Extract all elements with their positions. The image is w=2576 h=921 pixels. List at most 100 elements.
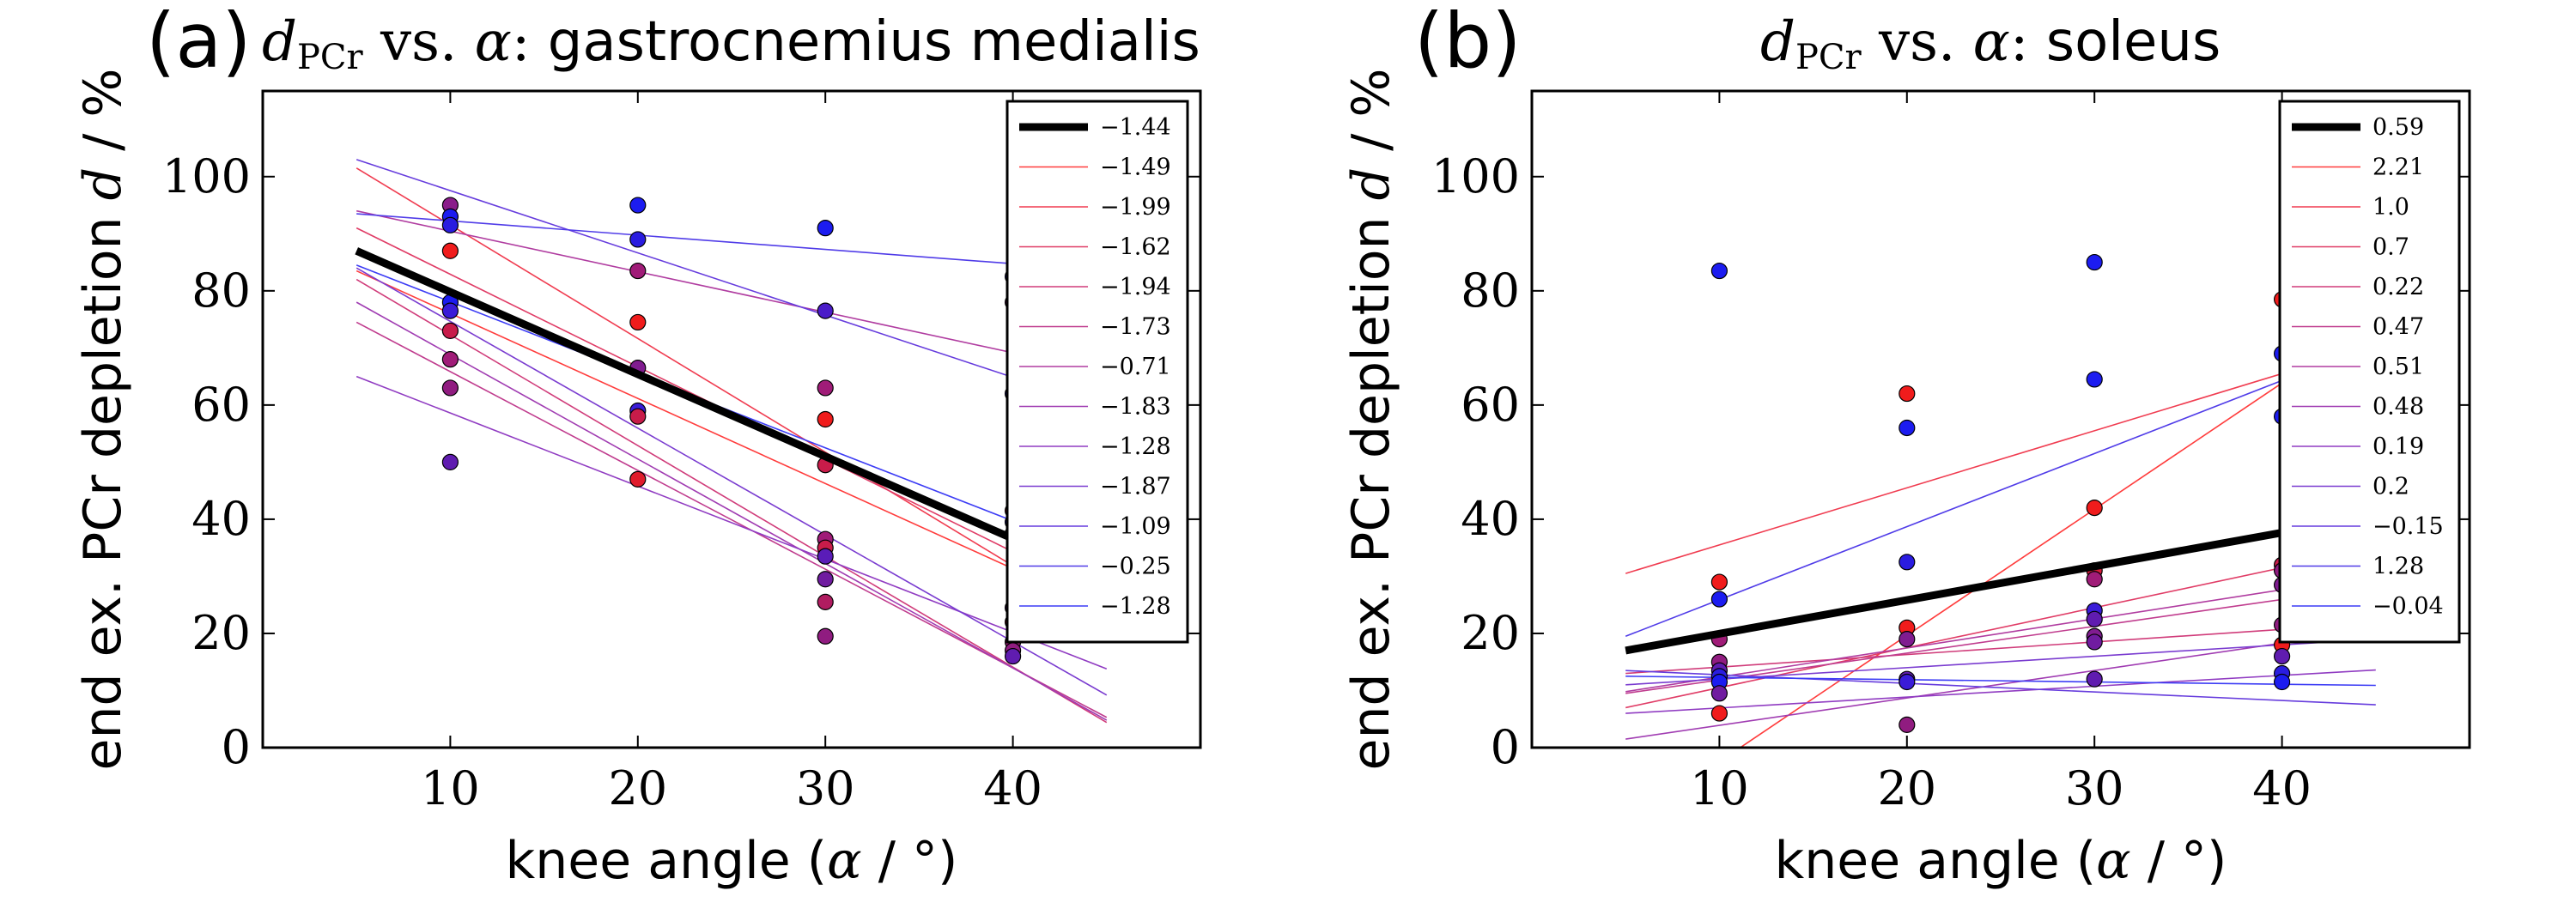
legend-label: 0.2 (2372, 474, 2409, 500)
legend-label: 0.19 (2372, 433, 2424, 460)
y-tick-label: 80 (1461, 264, 1520, 318)
data-point (629, 470, 647, 488)
data-point (441, 453, 459, 470)
y-tick-label: 80 (191, 264, 251, 318)
fit-line-2 (1625, 344, 2377, 574)
data-point (441, 379, 459, 397)
fit-line-5 (355, 321, 1108, 718)
y-tick-label: 0 (222, 720, 251, 774)
x-tick-label: 40 (2252, 761, 2312, 815)
panel-letter: (b) (1414, 0, 1522, 85)
fit-line-10 (355, 159, 1108, 409)
data-point (2086, 610, 2103, 627)
y-tick-label: 0 (1491, 720, 1520, 774)
data-point (1710, 685, 1728, 702)
legend-label: −1.62 (1100, 234, 1171, 261)
fit-line-9 (355, 267, 1108, 696)
x-tick-label: 20 (1877, 761, 1936, 815)
y-tick-label: 20 (191, 606, 251, 660)
legend-label: 0.48 (2372, 394, 2424, 421)
legend-label: 1.0 (2372, 194, 2409, 221)
data-point (2086, 500, 2103, 517)
legend-label: −1.83 (1100, 394, 1171, 421)
legend-label: 0.47 (2372, 314, 2424, 341)
data-point (1710, 591, 1728, 608)
y-tick-label: 40 (1461, 492, 1520, 546)
fit-line-5 (1625, 585, 2376, 694)
x-tick-label: 20 (608, 761, 667, 815)
fit-line-8 (1625, 669, 2376, 714)
x-axis-label: knee angle (α / °) (506, 831, 958, 891)
y-tick-label: 60 (1461, 378, 1520, 432)
data-point (1899, 631, 1916, 648)
data-point (817, 220, 834, 237)
legend-label: 0.7 (2372, 234, 2409, 261)
mean-fit-line (355, 247, 1109, 584)
fit-line-1 (355, 270, 1108, 612)
legend-label: −1.94 (1100, 274, 1171, 300)
data-point (817, 548, 834, 565)
fit-line-6 (356, 209, 1107, 374)
legend-label: 0.22 (2372, 274, 2424, 300)
y-axis-label: end ex. PCr depletion d / % (73, 69, 133, 771)
data-point (2086, 253, 2103, 271)
data-point (2086, 670, 2103, 688)
x-tick-label: 10 (421, 761, 480, 815)
legend-label: 2.21 (2372, 155, 2424, 181)
data-point (817, 302, 834, 319)
fit-line-3 (1625, 547, 2376, 709)
legend: −1.44 −1.49 −1.99 −1.62 −1.94 −1.73 −0.71 −1.83… (1005, 100, 1189, 644)
fit-line-12 (1625, 676, 2376, 687)
fit-line-6 (1625, 574, 2376, 693)
data-point (629, 231, 647, 248)
fit-line-4 (1625, 622, 2376, 675)
legend-label: −0.15 (2372, 513, 2444, 540)
data-point (817, 571, 834, 588)
data-point (817, 627, 834, 645)
data-points (1710, 253, 2291, 733)
data-point (2086, 371, 2103, 388)
fit-line-11 (356, 213, 1107, 272)
legend-label-mean: 0.59 (2372, 114, 2424, 141)
data-point (441, 351, 459, 368)
legend-label: −1.49 (1100, 155, 1171, 181)
y-tick-label: 40 (191, 492, 251, 546)
fit-line-2 (355, 167, 1108, 624)
data-point (817, 379, 834, 397)
fit-line-11 (1625, 342, 2377, 638)
y-tick-label: 100 (162, 149, 251, 203)
x-axis-label: knee angle (α / °) (1775, 831, 2227, 891)
plot-frame (261, 89, 1202, 749)
x-tick-label: 40 (983, 761, 1042, 815)
data-point (817, 593, 834, 610)
y-tick-label: 60 (191, 378, 251, 432)
legend-label-mean: −1.44 (1100, 114, 1171, 141)
data-point (2274, 673, 2291, 691)
data-point (441, 242, 459, 259)
legend-label: 0.51 (2372, 354, 2424, 380)
data-point (817, 410, 834, 428)
legend: 0.59 2.21 1.0 0.7 0.22 0.47 0.51 0.48 0.19 0.2 −0.… (2278, 100, 2461, 644)
legend-label: −1.99 (1100, 194, 1171, 221)
y-axis-label: end ex. PCr depletion d / % (1341, 69, 1401, 771)
data-point (629, 262, 647, 280)
data-points (441, 197, 1022, 665)
legend-label: −0.71 (1100, 354, 1171, 380)
legend-label: −0.04 (2372, 593, 2444, 620)
plot-frame (1530, 89, 2471, 749)
x-tick-label: 30 (2065, 761, 2124, 815)
legend-label: −1.28 (1100, 593, 1171, 620)
panel-letter: (a) (146, 0, 252, 85)
fit-line-7 (1625, 628, 2376, 740)
chart-title: dPCr vs. α: soleus (1760, 10, 2221, 77)
legend-label: −0.25 (1100, 554, 1171, 580)
legend-label: −1.09 (1100, 513, 1171, 540)
fit-line-1 (1739, 319, 2377, 748)
legend-label: −1.73 (1100, 314, 1171, 341)
fit-line-4 (355, 278, 1108, 724)
legend-box (2278, 100, 2461, 644)
data-point (1899, 716, 1916, 733)
panel-b: (b) dPCr vs. α: soleus 10 20 30 40 0 20 40 60 80 10… (1341, 0, 2471, 891)
data-point (1899, 554, 1916, 571)
